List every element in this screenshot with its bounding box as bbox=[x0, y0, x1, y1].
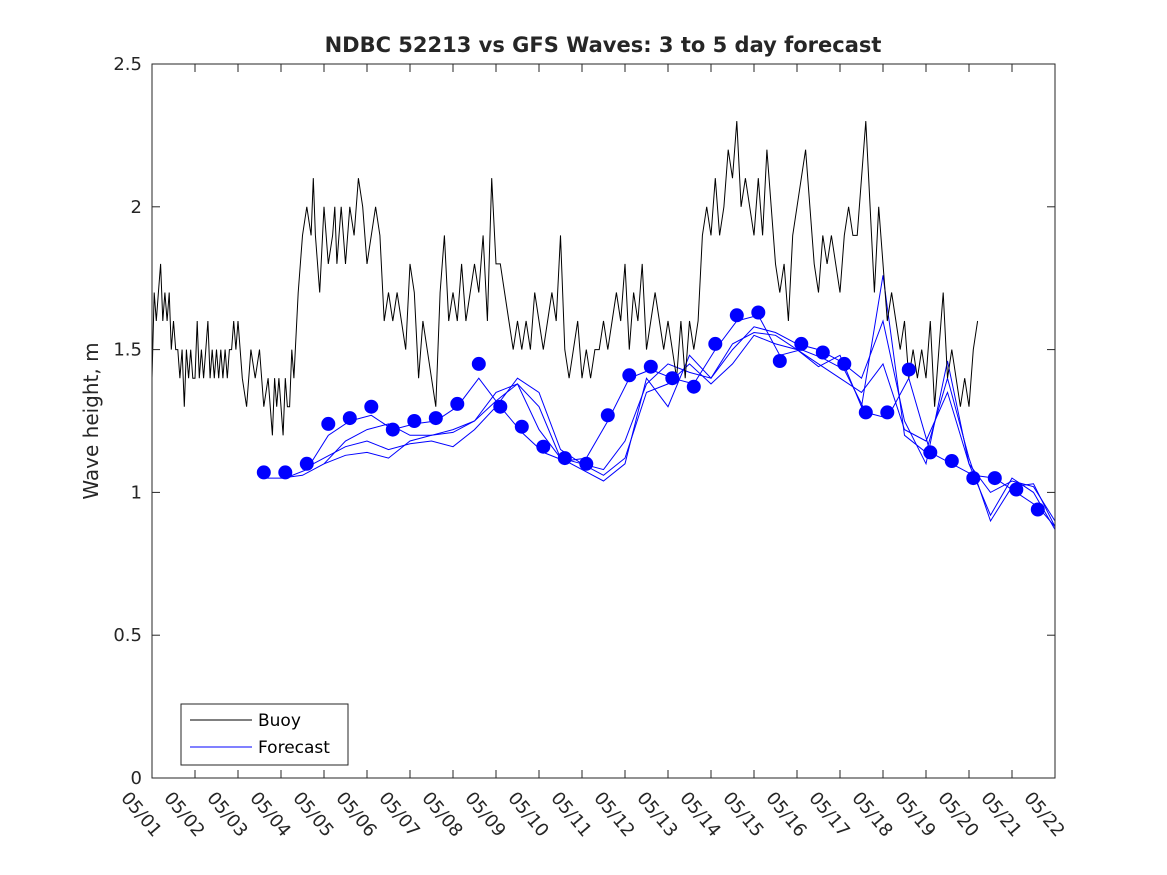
forecast-marker bbox=[794, 336, 809, 351]
legend-buoy-label: Buoy bbox=[258, 711, 301, 731]
forecast-run-line-3 bbox=[302, 275, 1056, 527]
forecast-marker bbox=[428, 411, 443, 426]
y-tick-label: 0.5 bbox=[113, 625, 142, 646]
forecast-marker bbox=[923, 445, 938, 460]
forecast-marker bbox=[407, 414, 422, 428]
forecast-marker bbox=[321, 416, 336, 431]
forecast-marker bbox=[514, 419, 529, 434]
y-tick-label: 0 bbox=[131, 768, 142, 789]
buoy-line bbox=[151, 121, 979, 436]
forecast-marker bbox=[1009, 482, 1024, 497]
forecast-marker bbox=[729, 308, 744, 323]
legend: Buoy Forecast bbox=[180, 703, 349, 766]
y-tick-label: 1 bbox=[131, 482, 142, 503]
forecast-marker bbox=[278, 465, 293, 480]
forecast-marker bbox=[944, 454, 959, 468]
forecast-marker bbox=[665, 371, 680, 386]
y-tick-label: 2.5 bbox=[113, 54, 142, 75]
forecast-marker bbox=[450, 396, 465, 411]
forecast-run-line-2 bbox=[280, 331, 1056, 522]
forecast-marker bbox=[600, 408, 615, 423]
forecast-marker bbox=[686, 379, 701, 394]
legend-box bbox=[180, 703, 349, 766]
forecast-marker bbox=[471, 356, 486, 371]
forecast-marker bbox=[880, 405, 895, 420]
forecast-marker bbox=[966, 471, 981, 486]
forecast-marker bbox=[536, 439, 551, 454]
y-tick-label: 1.5 bbox=[113, 340, 142, 361]
forecast-marker bbox=[837, 356, 852, 371]
forecast-marker bbox=[256, 465, 271, 480]
forecast-marker bbox=[643, 359, 658, 374]
legend-forecast-label: Forecast bbox=[258, 738, 330, 758]
forecast-marker bbox=[815, 345, 830, 360]
chart-title: NDBC 52213 vs GFS Waves: 3 to 5 day fore… bbox=[325, 33, 882, 57]
forecast-marker bbox=[987, 471, 1002, 486]
axes-box bbox=[151, 63, 1056, 779]
forecast-marker bbox=[858, 405, 873, 420]
forecast-marker bbox=[751, 305, 766, 320]
forecast-marker bbox=[385, 422, 400, 437]
forecast-marker bbox=[772, 354, 787, 368]
forecast-run-line-4 bbox=[323, 319, 1056, 530]
forecast-marker bbox=[1030, 502, 1045, 517]
forecast-marker bbox=[622, 368, 637, 383]
forecast-marker bbox=[708, 336, 723, 351]
y-axis-label: Wave height, m bbox=[79, 342, 103, 499]
forecast-marker bbox=[557, 451, 572, 466]
forecast-marker bbox=[364, 399, 379, 414]
forecast-marker bbox=[901, 362, 916, 377]
series-layer bbox=[151, 121, 1056, 530]
plot-area bbox=[152, 64, 1055, 778]
forecast-marker bbox=[299, 456, 314, 471]
forecast-marker bbox=[579, 456, 594, 471]
y-tick-label: 2 bbox=[131, 197, 142, 218]
forecast-marker bbox=[493, 399, 508, 414]
forecast-marker bbox=[342, 411, 357, 426]
